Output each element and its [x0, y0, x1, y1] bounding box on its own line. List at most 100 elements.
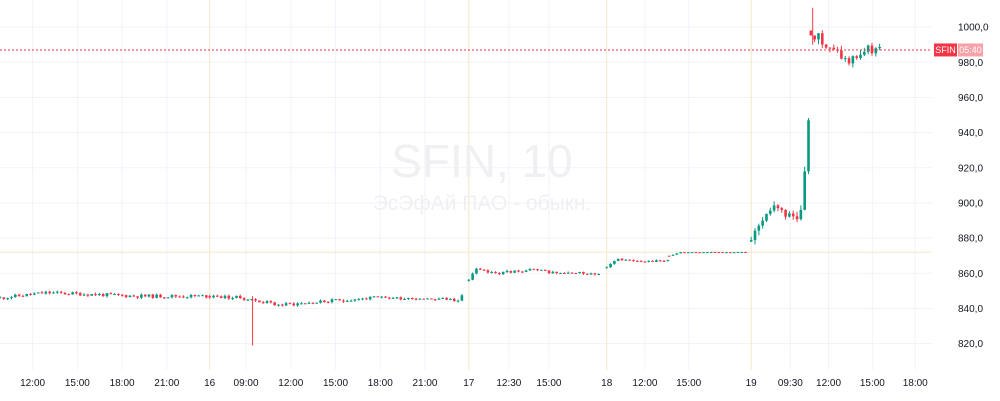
candle-body [10, 297, 13, 299]
candle-body [851, 56, 855, 64]
candle-body [460, 295, 464, 301]
candle-body [193, 294, 197, 297]
candle-body [863, 51, 866, 55]
candle-body [624, 259, 628, 261]
candle-body [21, 295, 25, 297]
candle-body [216, 295, 219, 297]
candle-body [29, 293, 32, 295]
candle-body [170, 295, 174, 298]
candle-body [449, 298, 452, 300]
candle-body [702, 252, 705, 254]
x-tick-label: 18:00 [903, 378, 928, 389]
candle-body [494, 272, 497, 274]
candle-body [345, 300, 349, 302]
candle-body [788, 213, 791, 217]
candle-body [717, 252, 721, 254]
candle-body [761, 220, 764, 226]
candle-body [874, 48, 878, 54]
candle-body [452, 298, 456, 302]
price-axis[interactable]: 820,0 840,0 860,0 880,0 900,0 920,0 940,0 960,0… [958, 23, 989, 351]
candle-body [399, 297, 403, 300]
candle-body [555, 271, 558, 274]
candle-body [143, 294, 147, 297]
candle-body [559, 273, 562, 275]
candle-body [231, 297, 234, 299]
candle-body [422, 298, 425, 300]
candle-body [593, 273, 597, 275]
candle-body [597, 273, 601, 275]
candle-body [509, 270, 513, 273]
candle-body [250, 299, 254, 301]
candle-body [574, 273, 578, 275]
candle-body [17, 294, 21, 296]
candle-body [570, 272, 574, 274]
y-tick-label: 820,0 [958, 339, 983, 350]
badge-time-bg [958, 43, 983, 57]
candle-body [482, 269, 486, 271]
y-tick-label: 920,0 [958, 163, 983, 174]
symbol-watermark: SFIN, 10 ЭсЭфАй ПАО - обыкн. [373, 135, 592, 215]
candle-body [784, 209, 787, 217]
candle-body [33, 293, 36, 295]
candle-body [639, 260, 643, 262]
candle-body [219, 296, 223, 299]
candle-body [840, 50, 843, 59]
x-tick-label: 21:00 [154, 378, 179, 389]
candle-body [75, 292, 78, 294]
candle-body [799, 209, 803, 220]
candle-body [803, 171, 806, 210]
x-tick-label: 19 [746, 378, 758, 389]
candle-body [296, 303, 299, 306]
candle-body [235, 295, 238, 298]
candle-body [736, 252, 740, 254]
candle-body [551, 271, 555, 274]
x-tick-label: 09:30 [778, 378, 803, 389]
y-tick-label: 840,0 [958, 304, 983, 315]
candle-body [98, 293, 101, 296]
candle-body [261, 302, 265, 304]
candle-body [372, 296, 376, 298]
candle-body [349, 300, 353, 302]
candle-body [90, 294, 94, 296]
watermark-symbol: SFIN, 10 [391, 135, 573, 187]
candle-body [658, 260, 662, 262]
candle-body [540, 269, 543, 271]
time-axis[interactable]: 12:00 15:00 18:00 21:00 16 09:00 12:00 15:00 18:… [20, 378, 928, 389]
candle-body [855, 56, 858, 59]
candle-body [418, 298, 422, 300]
candle-body [643, 261, 647, 263]
candle-body [281, 304, 284, 306]
candle-body [117, 293, 120, 295]
candle-body [713, 252, 717, 254]
candle-body [36, 292, 40, 294]
y-tick-label: 1000,0 [958, 23, 989, 34]
candle-body [667, 255, 671, 257]
candle-body [56, 291, 59, 293]
candle-body [651, 260, 654, 262]
candle-body [768, 210, 772, 214]
y-tick-label: 940,0 [958, 128, 983, 139]
candle-body [311, 302, 315, 304]
candle-body [269, 301, 273, 303]
candle-body [300, 303, 303, 305]
candle-body [721, 252, 724, 254]
candle-body [197, 295, 201, 297]
candle-body [71, 292, 74, 295]
candle-body [456, 300, 460, 302]
candle-body [391, 297, 395, 299]
candle-body [795, 216, 799, 220]
candle-body [878, 47, 881, 49]
candle-body [566, 272, 570, 274]
candle-body [44, 291, 48, 294]
x-tick-label: 12:00 [278, 378, 303, 389]
candle-body [208, 296, 211, 298]
candle-body [478, 268, 482, 270]
candle-body [277, 304, 280, 306]
candle-body [384, 296, 387, 298]
candle-body [403, 298, 406, 300]
badge-symbol-bg [934, 43, 957, 57]
candle-body [528, 268, 532, 271]
candle-body [671, 254, 675, 256]
x-tick-label: 12:00 [816, 378, 841, 389]
